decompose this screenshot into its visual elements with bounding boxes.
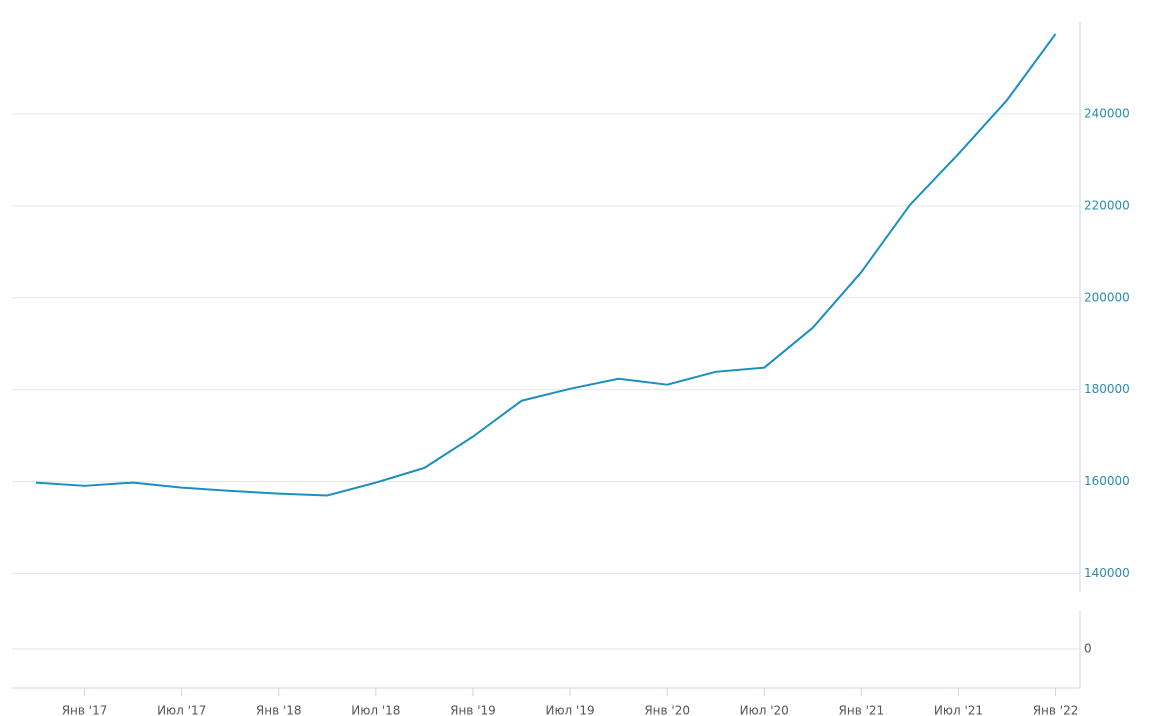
x-tick-label: Янв '22 — [1033, 704, 1079, 716]
x-tick-label: Янв '17 — [62, 704, 108, 716]
x-tick-label: Июл '21 — [934, 704, 983, 716]
y-tick-label: 220000 — [1084, 198, 1130, 212]
y-tick-label: 140000 — [1084, 566, 1130, 580]
x-tick-label: Июл '17 — [157, 704, 206, 716]
data-line — [35, 33, 1057, 497]
y-tick-label: 180000 — [1084, 382, 1130, 396]
x-tick-label: Янв '21 — [839, 704, 885, 716]
y-tick-label: 200000 — [1084, 290, 1130, 304]
y-tick-label: 160000 — [1084, 474, 1130, 488]
x-tick-label: Янв '20 — [644, 704, 690, 716]
x-tick-label: Янв '19 — [450, 704, 496, 716]
x-tick-label: Июл '18 — [351, 704, 400, 716]
x-tick-label: Янв '18 — [256, 704, 302, 716]
y-tick-label: 240000 — [1084, 106, 1130, 120]
x-tick-label: Июл '19 — [545, 704, 594, 716]
x-tick-label: Июл '20 — [740, 704, 789, 716]
y2-tick-label: 0 — [1084, 642, 1092, 656]
